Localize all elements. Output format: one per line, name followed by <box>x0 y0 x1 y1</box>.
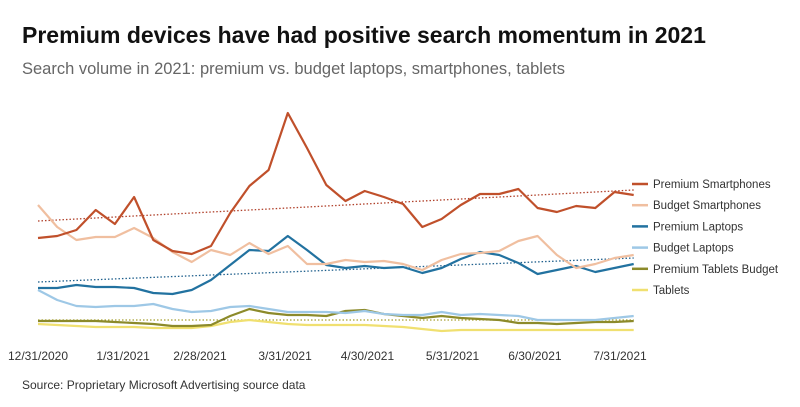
chart-subtitle: Search volume in 2021: premium vs. budge… <box>22 60 565 78</box>
x-tick-label: 2/28/2021 <box>173 349 227 363</box>
x-tick-label: 12/31/2020 <box>8 349 68 363</box>
x-tick-label: 6/30/2021 <box>508 349 562 363</box>
trend-line-2 <box>37 257 634 283</box>
series-line-budget-laptops <box>37 289 634 322</box>
series-line-tablets <box>37 318 634 333</box>
series-line-premium-laptops <box>38 234 634 296</box>
x-tick-label: 5/31/2021 <box>426 349 480 363</box>
x-tick-label: 3/31/2021 <box>258 349 312 363</box>
legend-label: Premium Smartphones <box>653 179 771 191</box>
x-tick-label: 4/30/2021 <box>341 349 395 363</box>
series-line-budget-smartphones <box>37 204 634 272</box>
legend-label: Premium Tablets Budget <box>653 264 779 276</box>
legend-label: Premium Laptops <box>653 221 743 233</box>
legend-label: Budget Laptops <box>653 243 734 255</box>
legend-label: Tablets <box>653 285 690 297</box>
x-tick-label: 1/31/2021 <box>96 349 150 363</box>
x-tick-label: 7/31/2021 <box>593 349 647 363</box>
series-line-premium-smartphones <box>37 111 634 256</box>
legend-label: Budget Smartphones <box>653 200 761 212</box>
chart-title: Premium devices have had positive search… <box>22 22 706 48</box>
source-note: Source: Proprietary Microsoft Advertisin… <box>22 378 306 392</box>
trend-line-0 <box>37 189 634 222</box>
